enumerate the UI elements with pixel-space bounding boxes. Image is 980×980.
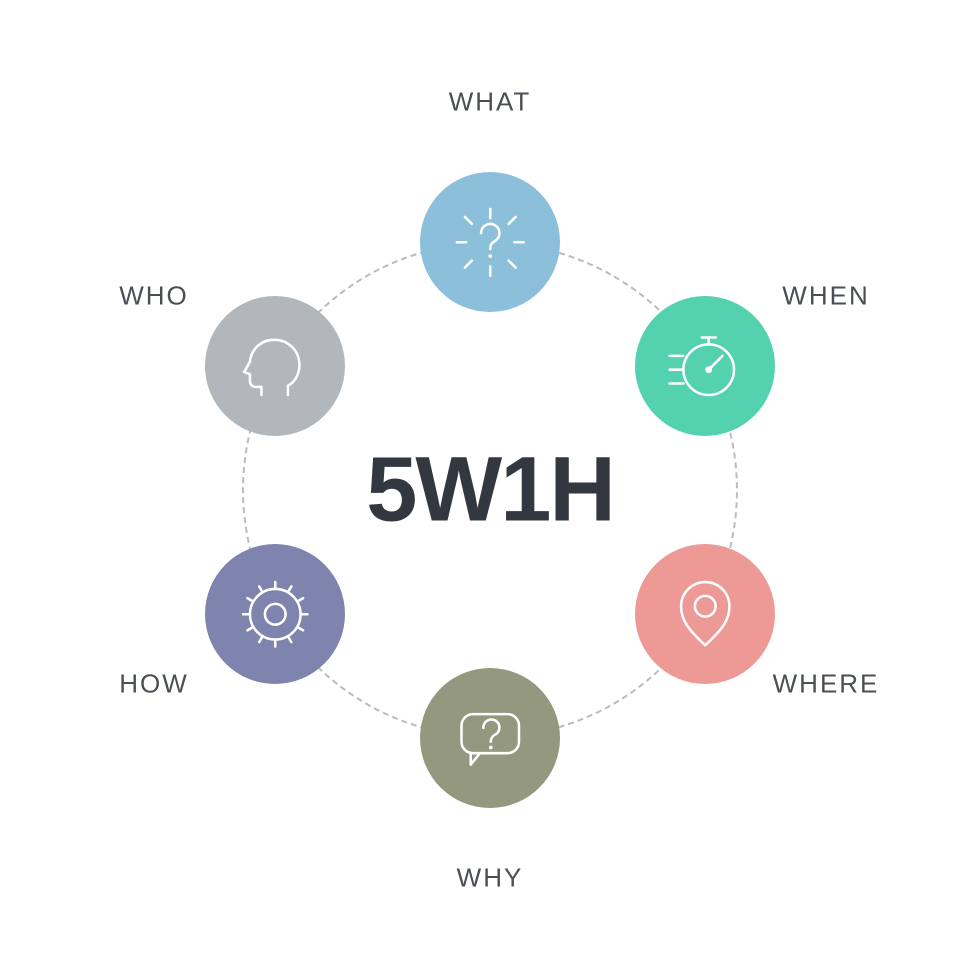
map-pin-icon <box>665 574 746 655</box>
when-node <box>635 296 775 436</box>
what-label: WHAT <box>449 87 532 118</box>
chat-question-icon <box>450 698 531 779</box>
who-label: WHO <box>119 281 189 312</box>
where-node <box>635 544 775 684</box>
how-label: HOW <box>119 669 189 700</box>
diagram-stage: 5W1H WHAT WHEN WHERE WHY <box>110 110 870 870</box>
when-label: WHEN <box>782 281 869 312</box>
what-node <box>420 172 560 312</box>
why-label: WHY <box>457 863 524 894</box>
how-node <box>205 544 345 684</box>
gear-icon <box>235 574 316 655</box>
who-node <box>205 296 345 436</box>
center-title: 5W1H <box>366 438 614 543</box>
head-icon <box>235 326 316 407</box>
question-burst-icon <box>450 202 531 283</box>
where-label: WHERE <box>773 669 880 700</box>
why-node <box>420 668 560 808</box>
stopwatch-icon <box>665 326 746 407</box>
